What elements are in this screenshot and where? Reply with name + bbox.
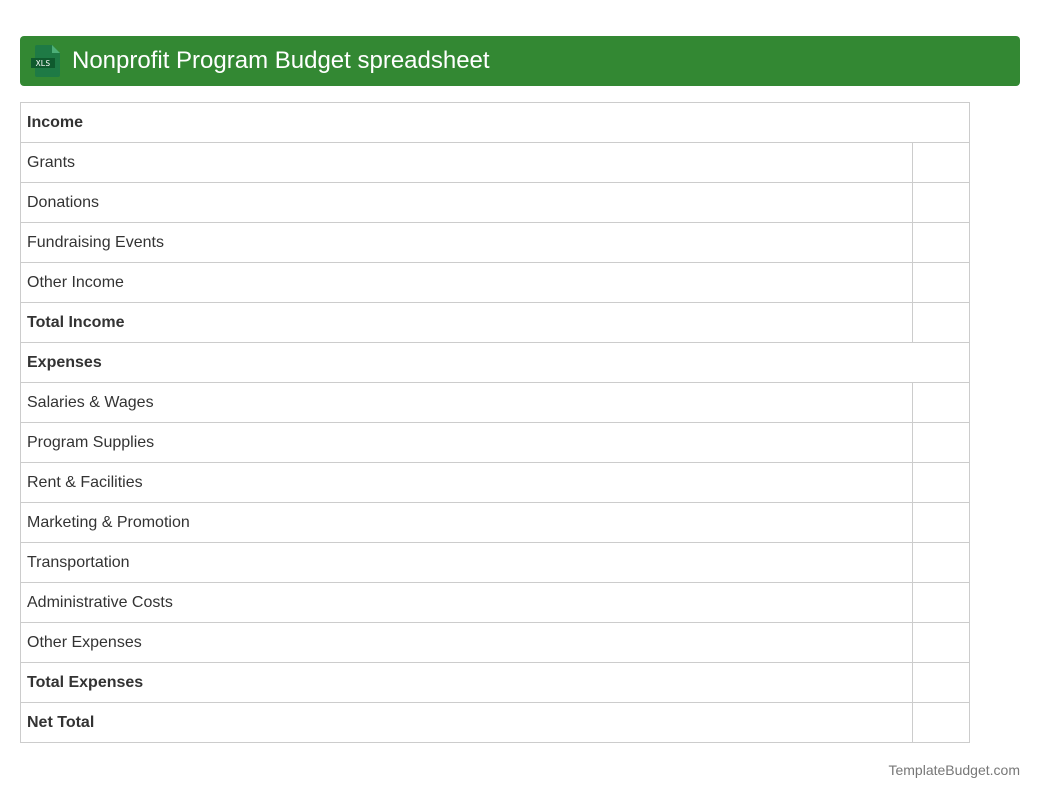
row-label: Donations xyxy=(20,182,913,223)
table-row-total-expenses: Total Expenses xyxy=(20,662,970,703)
budget-table: Income Grants Donations Fundraising Even… xyxy=(20,102,970,743)
value-cell[interactable] xyxy=(912,582,970,623)
table-row: Grants xyxy=(20,142,970,183)
value-cell[interactable] xyxy=(912,222,970,263)
footer-credit: TemplateBudget.com xyxy=(888,762,1020,778)
value-cell[interactable] xyxy=(912,142,970,183)
value-cell[interactable] xyxy=(912,262,970,303)
page-header: XLS Nonprofit Program Budget spreadsheet xyxy=(20,36,1020,86)
table-row: Transportation xyxy=(20,542,970,583)
row-label: Program Supplies xyxy=(20,422,913,463)
xls-file-icon: XLS xyxy=(31,45,60,77)
table-row: Donations xyxy=(20,182,970,223)
row-label: Total Income xyxy=(20,302,913,343)
table-row: Program Supplies xyxy=(20,422,970,463)
table-row: Rent & Facilities xyxy=(20,462,970,503)
value-cell[interactable] xyxy=(912,622,970,663)
table-row: Other Expenses xyxy=(20,622,970,663)
row-label: Administrative Costs xyxy=(20,582,913,623)
row-label: Salaries & Wages xyxy=(20,382,913,423)
page-title: Nonprofit Program Budget spreadsheet xyxy=(72,47,490,74)
value-cell[interactable] xyxy=(912,542,970,583)
table-row: Salaries & Wages xyxy=(20,382,970,423)
table-row-total-income: Total Income xyxy=(20,302,970,343)
row-label: Income xyxy=(20,102,970,143)
table-row: Administrative Costs xyxy=(20,582,970,623)
table-row-net-total: Net Total xyxy=(20,702,970,743)
value-cell[interactable] xyxy=(912,462,970,503)
table-row: Other Income xyxy=(20,262,970,303)
svg-text:XLS: XLS xyxy=(36,59,51,68)
row-label: Fundraising Events xyxy=(20,222,913,263)
value-cell[interactable] xyxy=(912,502,970,543)
table-row: Marketing & Promotion xyxy=(20,502,970,543)
table-row: Fundraising Events xyxy=(20,222,970,263)
row-label: Expenses xyxy=(20,342,970,383)
row-label: Grants xyxy=(20,142,913,183)
table-row-expenses-section: Expenses xyxy=(20,342,970,383)
value-cell[interactable] xyxy=(912,382,970,423)
table-row-income-section: Income xyxy=(20,102,970,143)
row-label: Rent & Facilities xyxy=(20,462,913,503)
value-cell[interactable] xyxy=(912,702,970,743)
row-label: Other Income xyxy=(20,262,913,303)
value-cell[interactable] xyxy=(912,302,970,343)
row-label: Total Expenses xyxy=(20,662,913,703)
value-cell[interactable] xyxy=(912,662,970,703)
row-label: Transportation xyxy=(20,542,913,583)
value-cell[interactable] xyxy=(912,182,970,223)
row-label: Other Expenses xyxy=(20,622,913,663)
value-cell[interactable] xyxy=(912,422,970,463)
row-label: Marketing & Promotion xyxy=(20,502,913,543)
row-label: Net Total xyxy=(20,702,913,743)
